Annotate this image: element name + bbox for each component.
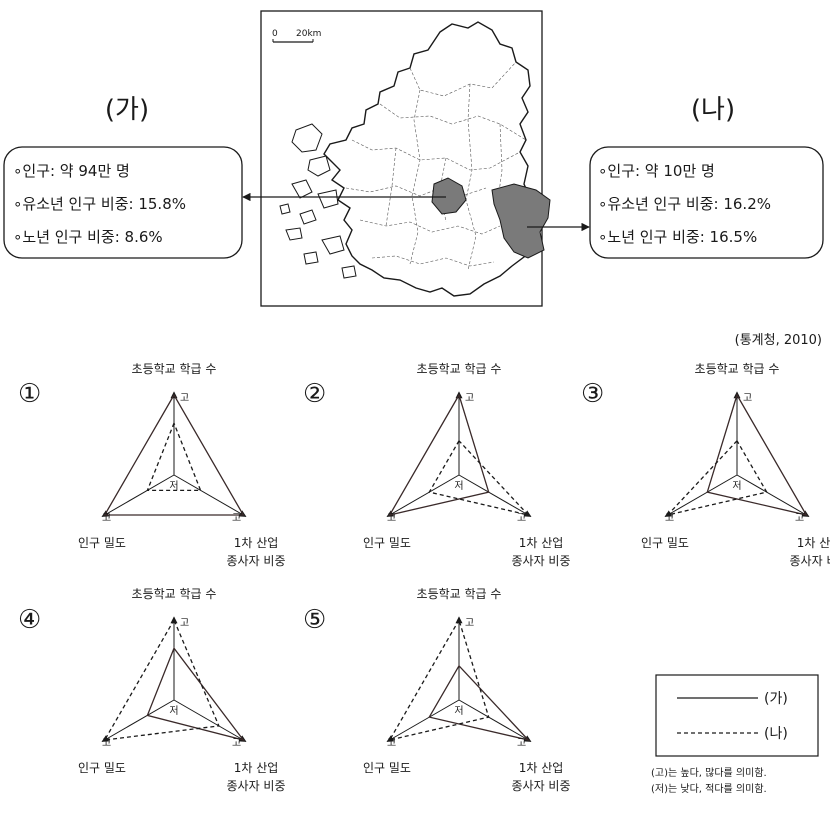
axis-label-left: 인구 밀도 [78,536,126,550]
low-mark: 저 [169,480,178,492]
series-ga-polygon [103,393,245,516]
low-mark: 저 [454,480,463,492]
choice-number: ① [18,379,41,409]
high-mark: 고 [387,738,396,749]
series-na-polygon [665,439,768,517]
axis-label-right-line2: 종사자 비중 [511,554,570,568]
legend-box [655,674,819,757]
info-box-na: ∘인구: 약 10만 명 ∘유소년 인구 비중: 16.2% ∘노년 인구 비중… [589,146,824,259]
info-ga-elderly-ratio: ∘노년 인구 비중: 8.6% [13,228,163,246]
radar-axis [736,474,810,517]
legend-series-na: (나) [764,726,788,742]
note-low-meaning: (저)는 낮다, 적다를 의미함. [651,783,767,795]
choice-number: ② [303,379,326,409]
high-mark: 고 [102,513,111,524]
radar-axis [458,474,532,517]
axis-label-top: 초등학교 학급 수 [132,362,217,376]
low-mark: 저 [732,480,741,492]
axis-label-top: 초등학교 학급 수 [417,362,502,376]
high-mark: 고 [665,513,674,524]
high-mark: 고 [232,738,241,749]
series-ga-polygon [388,393,490,516]
coastal-islands [279,123,357,279]
axis-label-top: 초등학교 학급 수 [417,587,502,601]
info-na-elderly-ratio: ∘노년 인구 비중: 16.5% [598,228,757,246]
axis-label-left: 인구 밀도 [363,536,411,550]
high-mark: 고 [517,513,526,524]
series-ga-polygon [428,664,531,742]
high-mark: 고 [102,738,111,749]
axis-label-right-line2: 종사자 비중 [789,554,830,568]
legend: (가) (나) (고)는 높다, 많다를 의미함. (저)는 낮다, 적다를 의… [651,674,819,795]
series-na-polygon [428,439,531,517]
low-mark: 저 [454,705,463,717]
info-ga-youth-ratio: ∘유소년 인구 비중: 15.8% [13,195,186,213]
high-mark: 고 [232,513,241,524]
choice-number: ⑤ [303,605,326,635]
province-outline [323,21,533,297]
axis-label-right: 1차 산업 [519,761,564,775]
series-na-polygon [388,618,490,741]
region-ga [431,177,467,215]
legend-series-ga: (가) [764,691,788,707]
scale-start-label: 0 [272,29,278,39]
choice-number: ④ [18,605,41,635]
axis-label-right: 1차 산업 [234,761,279,775]
radar-axis [173,474,247,517]
radar-axis [173,699,247,742]
high-mark: 고 [180,618,189,629]
radar-axis [101,699,175,742]
radar-axis [101,474,175,517]
axis-label-right-line2: 종사자 비중 [226,779,285,793]
region-na [491,183,551,259]
axis-label-right-line2: 종사자 비중 [226,554,285,568]
radar-axis [458,699,532,742]
region-label-na: (나) [691,95,735,125]
region-label-ga: (가) [105,95,149,125]
info-box-ga: ∘인구: 약 94만 명 ∘유소년 인구 비중: 15.8% ∘노년 인구 비중… [3,146,243,259]
info-na-youth-ratio: ∘유소년 인구 비중: 16.2% [598,195,771,213]
axis-label-left: 인구 밀도 [363,761,411,775]
radar-axis [386,699,460,742]
map-section: 0 20km [3,10,824,348]
radar-axis [386,474,460,517]
axis-label-top: 초등학교 학급 수 [695,362,780,376]
axis-label-right: 1차 산업 [797,536,830,550]
axis-label-right: 1차 산업 [234,536,279,550]
info-ga-population: ∘인구: 약 94만 명 [13,162,130,180]
axis-label-right: 1차 산업 [519,536,564,550]
axis-label-left: 인구 밀도 [641,536,689,550]
high-mark: 고 [795,513,804,524]
high-mark: 고 [387,513,396,524]
scale-end-label: 20km [296,29,321,39]
high-mark: 고 [743,393,752,404]
high-mark: 고 [180,393,189,404]
note-high-meaning: (고)는 높다, 많다를 의미함. [651,767,767,779]
high-mark: 고 [517,738,526,749]
radar-axis [664,474,738,517]
high-mark: 고 [465,618,474,629]
high-mark: 고 [465,393,474,404]
info-na-population: ∘인구: 약 10만 명 [598,162,715,180]
axis-label-right-line2: 종사자 비중 [511,779,570,793]
axis-label-left: 인구 밀도 [78,761,126,775]
axis-label-top: 초등학교 학급 수 [132,587,217,601]
series-ga-polygon [706,393,808,516]
series-ga-polygon [146,646,245,742]
map-scale-bar: 0 20km [272,29,321,43]
choice-number: ③ [581,379,604,409]
series-na-polygon [146,421,202,492]
source-citation: (통계청, 2010) [735,333,822,348]
series-na-polygon [103,618,220,741]
low-mark: 저 [169,705,178,717]
